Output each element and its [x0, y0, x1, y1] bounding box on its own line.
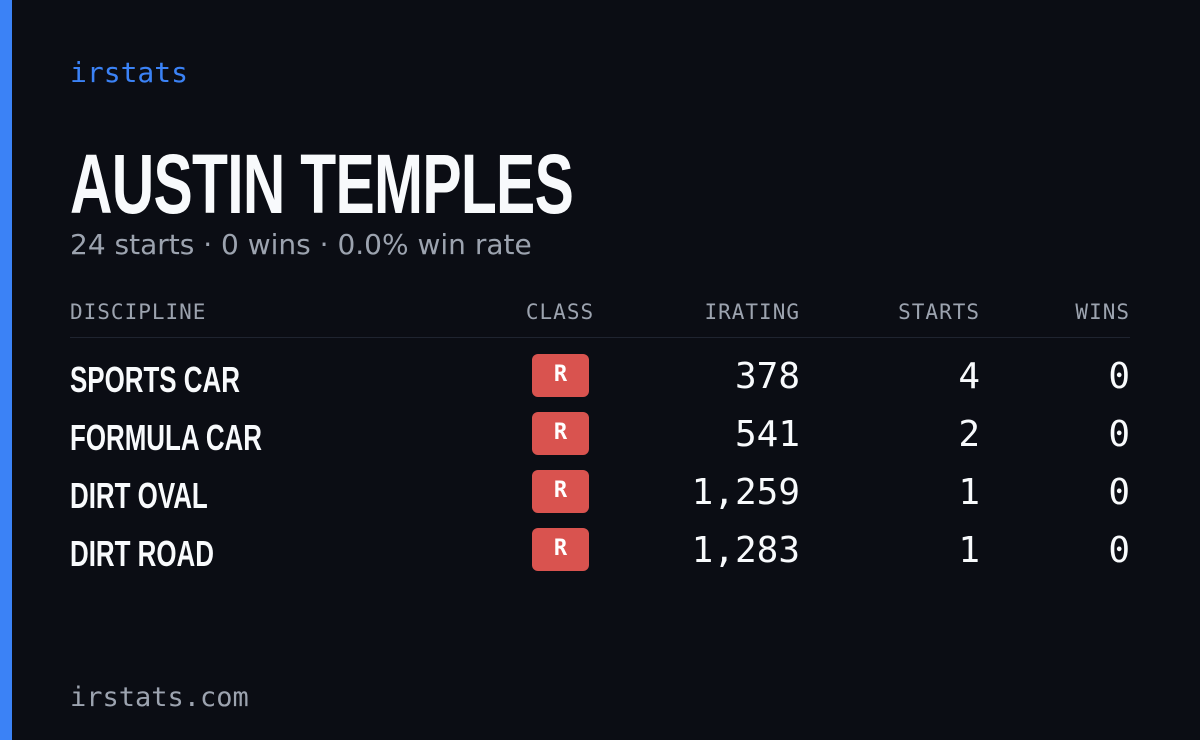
header-divider [70, 337, 1130, 338]
wins: 0 [1108, 414, 1130, 455]
discipline: DIRT OVAL [70, 475, 208, 516]
wins: 0 [1108, 356, 1130, 397]
class-header: CLASS [525, 300, 595, 324]
wins: 0 [1108, 530, 1130, 571]
discipline: FORMULA CAR [70, 417, 262, 458]
irating: 541 [734, 414, 800, 455]
discipline-header: DISCIPLINE [70, 300, 207, 324]
discipline: DIRT ROAD [70, 533, 214, 574]
driver-name: AUSTIN TEMPLES [70, 137, 574, 231]
driver-summary: 24 starts · 0 wins · 0.0% win rate [70, 228, 532, 261]
footer: irstats.com [70, 682, 249, 713]
irating: 1,259 [691, 472, 800, 513]
brand: irstats [70, 56, 189, 89]
class-badge: R [532, 412, 589, 455]
starts: 1 [958, 472, 980, 513]
class-badge: R [532, 470, 589, 513]
accent-bar [0, 0, 12, 740]
class-badge: R [532, 354, 589, 397]
irating: 378 [734, 356, 800, 397]
starts: 4 [958, 356, 980, 397]
irating: 1,283 [691, 530, 800, 571]
class-badge: R [532, 528, 589, 571]
starts: 2 [958, 414, 980, 455]
starts-header: STARTS [898, 300, 980, 324]
wins: 0 [1108, 472, 1130, 513]
discipline: SPORTS CAR [70, 359, 240, 400]
irating-header: IRATING [704, 300, 800, 324]
wins-header: WINS [1075, 300, 1130, 324]
starts: 1 [958, 530, 980, 571]
